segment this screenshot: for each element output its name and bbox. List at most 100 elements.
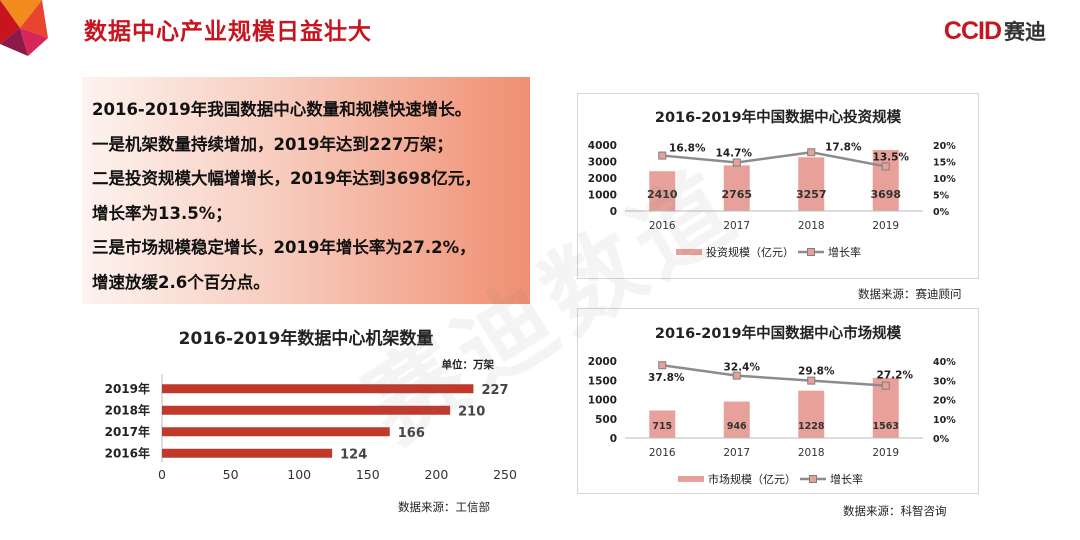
legend-swatch-bars bbox=[676, 249, 702, 255]
rate-data-label: 16.8% bbox=[669, 143, 706, 155]
y-tick-label: 4000 bbox=[588, 140, 617, 152]
legend-swatch-marker bbox=[807, 248, 815, 256]
legend-swatch-bars bbox=[678, 476, 704, 482]
rate-marker bbox=[732, 371, 741, 380]
x-tick-label: 2019 bbox=[872, 220, 899, 232]
rack-chart-panel: 2016-2019年数据中心机架数量 单位：万架 2016年 124 2017年 166… bbox=[82, 318, 530, 518]
summary-line: 2016-2019年我国数据中心数量和规模快速增长。 bbox=[92, 100, 472, 119]
summary-line: 二是投资规模大幅增增长，2019年达到3698亿元， bbox=[92, 169, 481, 188]
rate-marker bbox=[658, 151, 667, 160]
bar bbox=[162, 384, 474, 394]
rate-marker bbox=[807, 148, 816, 157]
market-chart-panel: 2016-2019年中国数据中心市场规模 0 500 1000 1500 2000 0% 1… bbox=[577, 308, 979, 494]
corner-decoration bbox=[0, 0, 48, 56]
bar bbox=[162, 427, 390, 437]
investment-chart: 0 1000 2000 3000 4000 0% 5% 10% 15% 20% 2410 2016 27… bbox=[588, 140, 956, 259]
y-tick-label: 500 bbox=[595, 414, 617, 426]
bar-data-label: 1228 bbox=[798, 421, 825, 432]
investment-chart-title: 2016-2019年中国数据中心投资规模 bbox=[654, 110, 902, 126]
x-tick-label: 2016 bbox=[649, 447, 676, 459]
bar-data-label: 2765 bbox=[721, 188, 752, 201]
summary-line: 增速放缓2.6个百分点。 bbox=[92, 272, 270, 292]
logo-text-cn: 赛迪 bbox=[1004, 20, 1046, 44]
x-tick-label: 2016 bbox=[649, 220, 676, 232]
rate-marker bbox=[807, 376, 816, 385]
rate-data-label: 32.4% bbox=[724, 362, 761, 374]
bar bbox=[798, 390, 825, 438]
y-tick-label: 1500 bbox=[588, 375, 617, 387]
rack-chart: 单位：万架 2016年 124 2017年 166 2018年 210 2019年 227 0 50… bbox=[105, 358, 517, 482]
bar-data-label: 3698 bbox=[870, 188, 901, 201]
bar-data-label: 3257 bbox=[796, 188, 827, 201]
category-label: 2016年 bbox=[105, 445, 150, 460]
rate-data-label: 14.7% bbox=[716, 147, 753, 159]
category-label: 2019年 bbox=[105, 381, 150, 396]
x-tick-label: 0 bbox=[158, 467, 166, 482]
bar bbox=[162, 448, 333, 458]
x-tick-label: 2017 bbox=[723, 447, 750, 459]
y2-tick-label: 40% bbox=[933, 357, 956, 368]
x-tick-label: 2019 bbox=[872, 447, 899, 459]
x-tick-label: 250 bbox=[493, 467, 517, 482]
market-chart-title: 2016-2019年中国数据中心市场规模 bbox=[654, 326, 902, 342]
rate-data-label: 17.8% bbox=[825, 141, 862, 153]
bar-data-label: 715 bbox=[652, 421, 672, 432]
x-tick-label: 2017 bbox=[723, 220, 750, 232]
summary-panel: 2016-2019年我国数据中心数量和规模快速增长。 一是机架数量持续增加，20… bbox=[82, 77, 530, 304]
y2-tick-label: 10% bbox=[933, 174, 956, 185]
legend-label-line: 增长率 bbox=[830, 472, 863, 486]
rack-chart-title: 2016-2019年数据中心机架数量 bbox=[178, 329, 434, 349]
category-label: 2018年 bbox=[105, 402, 150, 417]
data-label: 210 bbox=[458, 404, 485, 419]
rack-source: 数据来源：工信部 bbox=[398, 500, 490, 514]
y-tick-label: 1000 bbox=[588, 395, 617, 407]
rate-data-label: 29.8% bbox=[798, 366, 835, 378]
unit-label: 单位：万架 bbox=[442, 358, 495, 371]
data-label: 124 bbox=[340, 447, 367, 462]
summary-line: 增长率为13.5%； bbox=[92, 203, 232, 223]
rate-marker bbox=[658, 361, 667, 370]
y-tick-label: 2000 bbox=[588, 173, 617, 185]
legend-label-bars: 投资规模（亿元） bbox=[706, 245, 794, 259]
rate-marker bbox=[881, 381, 890, 390]
market-source: 数据来源：科智咨询 bbox=[843, 504, 947, 518]
x-tick-label: 2018 bbox=[798, 447, 825, 459]
y-tick-label: 1000 bbox=[588, 190, 617, 202]
y2-tick-label: 5% bbox=[933, 191, 950, 202]
bar bbox=[798, 157, 825, 211]
rate-data-label: 27.2% bbox=[877, 370, 914, 382]
data-label: 166 bbox=[398, 426, 425, 441]
y2-tick-label: 15% bbox=[933, 158, 956, 169]
investment-chart-panel: 2016-2019年中国数据中心投资规模 0 1000 2000 3000 4000 0%… bbox=[577, 93, 979, 279]
x-tick-label: 2018 bbox=[798, 220, 825, 232]
rate-data-label: 13.5% bbox=[873, 151, 910, 163]
y2-tick-label: 20% bbox=[933, 141, 956, 152]
rate-line bbox=[662, 150, 886, 168]
y-tick-label: 0 bbox=[610, 433, 617, 445]
x-tick-label: 150 bbox=[356, 467, 380, 482]
rate-line bbox=[662, 363, 886, 387]
x-tick-label: 200 bbox=[424, 467, 448, 482]
rate-marker bbox=[732, 158, 741, 167]
legend-swatch-marker bbox=[809, 475, 817, 483]
category-label: 2017年 bbox=[105, 424, 150, 439]
bar-data-label: 1563 bbox=[873, 421, 899, 432]
y-tick-label: 3000 bbox=[588, 157, 617, 169]
x-tick-label: 100 bbox=[287, 467, 311, 482]
summary-line: 三是市场规模稳定增长，2019年增长率为27.2%， bbox=[92, 238, 476, 257]
y2-tick-label: 10% bbox=[933, 415, 956, 426]
y-tick-label: 0 bbox=[610, 206, 617, 218]
logo-text-en: CCID bbox=[943, 17, 1002, 45]
data-label: 227 bbox=[481, 383, 508, 398]
page-title: 数据中心产业规模日益壮大 bbox=[84, 19, 372, 45]
ccid-logo: CCID 赛迪 bbox=[944, 16, 1046, 46]
legend-label-line: 增长率 bbox=[828, 245, 861, 259]
bar-data-label: 2410 bbox=[647, 188, 678, 201]
summary-line: 一是机架数量持续增加，2019年达到227万架； bbox=[92, 134, 453, 154]
market-chart: 0 500 1000 1500 2000 0% 10% 20% 30% 40% 715 2016 946… bbox=[588, 356, 956, 486]
investment-source: 数据来源：赛迪顾问 bbox=[858, 287, 962, 301]
bar bbox=[723, 165, 750, 211]
bar bbox=[649, 171, 676, 211]
rate-marker bbox=[881, 162, 890, 171]
y-tick-label: 2000 bbox=[588, 356, 617, 368]
